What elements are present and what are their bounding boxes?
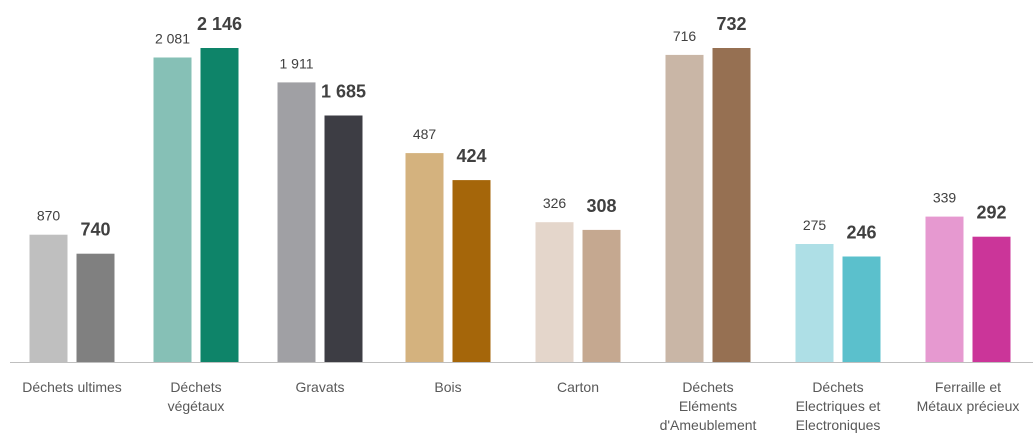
category-label-line: Electriques et [796,398,881,414]
category-label-2-5: Ferraille et Métaux précieux [917,379,1020,414]
bar-previous-2-4 [795,244,834,362]
data-label-current-1-1: 740 [80,220,110,240]
chart-panel-2: 487 424 Bois 326 308 Carton 716 732 Déchets Eléme… [383,14,1033,433]
data-label-previous-2-2: 326 [543,195,567,211]
data-label-current-2-2: 308 [586,196,616,216]
category-label-line: Déchets [682,379,733,395]
bar-previous-2-5 [925,216,964,362]
bar-current-2-2 [582,229,621,362]
category-label-2-4: Déchets Electriques et Electroniques [796,379,881,433]
category-label-2-1: Bois [434,379,461,395]
bar-current-1-1 [76,253,115,362]
bar-previous-2-3 [665,54,704,363]
category-label-2-2: Carton [557,379,599,395]
category-label-1-1: Déchets ultimes [22,379,122,395]
category-label-1-3: Gravats [295,379,344,395]
data-label-current-2-4: 246 [846,223,876,243]
category-label-line: Déchets [812,379,863,395]
data-label-current-1-2: 2 146 [197,14,242,34]
data-label-previous-1-1: 870 [37,208,61,224]
category-label-line: Gravats [295,379,344,395]
bar-current-2-4 [842,256,881,362]
category-label-line: Déchets [170,379,221,395]
bar-current-1-3 [324,115,363,362]
category-label-line: végétaux [168,398,225,414]
data-label-previous-2-4: 275 [803,217,827,233]
bar-current-2-5 [972,236,1011,362]
bar-current-1-2 [200,48,239,362]
bar-previous-1-2 [153,57,192,362]
bar-previous-1-1 [29,234,68,362]
data-label-previous-1-2: 2 081 [155,31,190,47]
bar-current-2-3 [712,48,751,362]
data-label-previous-1-3: 1 911 [280,55,314,71]
category-label-line: Carton [557,379,599,395]
data-label-current-1-3: 1 685 [321,82,366,102]
bar-current-2-1 [452,180,491,362]
data-label-previous-2-5: 339 [933,190,957,206]
chart-panel-1: 870 740 Déchets ultimes 2 081 2 146 Déchets vé… [10,14,383,414]
category-label-line: Ferraille et [935,379,1001,395]
category-label-2-3: Déchets Eléments d'Ameublement [660,379,757,433]
bar-previous-2-2 [535,222,574,362]
data-label-current-2-3: 732 [716,14,746,34]
category-label-line: Déchets ultimes [22,379,122,395]
category-label-line: Electroniques [796,417,881,433]
data-label-previous-2-3: 716 [673,28,697,44]
data-label-current-2-5: 292 [976,203,1006,223]
bar-previous-2-1 [405,153,444,362]
data-label-current-2-1: 424 [456,146,486,166]
category-label-line: Eléments [679,398,737,414]
bar-previous-1-3 [277,82,316,363]
category-label-1-2: Déchets végétaux [168,379,225,414]
category-label-line: Bois [434,379,461,395]
category-label-line: Métaux précieux [917,398,1020,414]
category-label-line: d'Ameublement [660,417,757,433]
data-label-previous-2-1: 487 [413,126,437,142]
